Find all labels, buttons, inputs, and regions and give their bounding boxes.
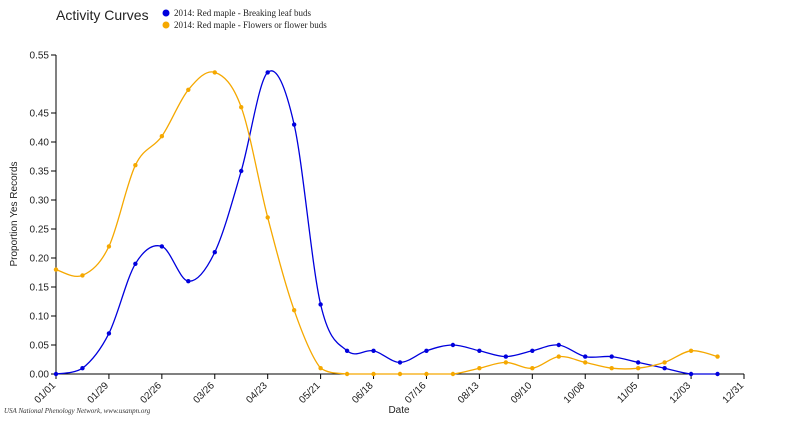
series-layer [53, 70, 720, 377]
data-point [133, 163, 138, 168]
data-point [477, 366, 482, 371]
data-point [556, 354, 561, 359]
data-point [397, 371, 403, 377]
data-point [662, 366, 667, 371]
x-tick-label: 01/01 [33, 380, 59, 406]
data-point [424, 371, 429, 377]
data-point [318, 302, 323, 307]
x-tick-label: 10/08 [562, 380, 588, 406]
data-point [503, 354, 509, 359]
data-point [106, 244, 112, 249]
data-point [503, 360, 509, 365]
x-tick-label: 12/03 [668, 380, 694, 406]
data-point [715, 371, 720, 377]
y-axis: 0.00 0.05 0.10 0.15 0.20 0.25 0.30 0.35 0.40 0.45… [30, 51, 57, 381]
y-tick-label: 0.00 [30, 370, 50, 381]
data-point [159, 134, 165, 139]
y-tick-label: 0.45 [30, 109, 50, 120]
x-axis-label: Date [388, 405, 410, 416]
series-0 [53, 70, 720, 377]
data-point [212, 250, 217, 255]
chart-title: Activity Curves [56, 7, 149, 23]
series-1 [53, 70, 720, 377]
x-axis: 01/01 01/29 02/26 03/26 04/23 05/21 06/18 07/16… [33, 373, 747, 406]
x-tick-label: 02/26 [138, 380, 164, 406]
data-point [239, 105, 244, 110]
data-point [53, 267, 59, 272]
data-point [106, 331, 112, 336]
data-point [635, 360, 641, 365]
data-point [159, 244, 165, 249]
data-point [80, 366, 85, 371]
data-point [556, 342, 561, 348]
y-tick-label: 0.55 [30, 51, 50, 62]
data-point [609, 366, 614, 371]
x-tick-label: 01/29 [86, 380, 112, 406]
x-tick-label: 11/05 [615, 380, 640, 405]
data-point [318, 366, 323, 371]
y-tick-label: 0.05 [30, 341, 50, 352]
data-point [688, 348, 694, 353]
data-point [291, 122, 297, 127]
data-point [133, 261, 138, 266]
series-line [55, 71, 718, 375]
x-tick-label: 12/31 [721, 380, 747, 406]
data-point [583, 360, 588, 365]
data-point [715, 354, 720, 359]
y-tick-label: 0.10 [30, 312, 50, 323]
data-point [530, 348, 535, 353]
y-tick-label: 0.40 [30, 138, 50, 149]
data-point [53, 371, 59, 377]
data-point [397, 360, 403, 365]
data-point [212, 70, 217, 75]
data-point [450, 371, 456, 377]
data-point [265, 70, 270, 75]
data-point [291, 308, 297, 313]
y-tick-label: 0.30 [30, 196, 50, 207]
data-point [186, 87, 191, 93]
data-point [344, 371, 350, 377]
x-tick-label: 06/18 [350, 380, 376, 406]
data-point [239, 168, 244, 174]
data-point [609, 354, 614, 359]
y-tick-label: 0.35 [30, 167, 50, 178]
data-point [583, 354, 588, 359]
legend-entry: 2014: Red maple - Breaking leaf buds [174, 8, 311, 18]
data-point [688, 371, 694, 377]
x-tick-label: 04/23 [244, 380, 270, 406]
x-tick-label: 05/21 [297, 380, 323, 406]
legend-entry: 2014: Red maple - Flowers or flower buds [174, 20, 327, 30]
legend: 2014: Red maple - Breaking leaf buds 2014… [162, 8, 327, 30]
legend-marker [162, 21, 170, 29]
credit-text: USA National Phenology Network, www.usan… [4, 407, 151, 415]
series-line [55, 70, 718, 375]
y-axis-label: Proportion Yes Records [9, 161, 20, 266]
data-point [477, 348, 482, 353]
data-point [80, 273, 85, 278]
data-point [424, 348, 429, 353]
data-point [530, 366, 535, 371]
data-point [265, 215, 270, 220]
data-point [662, 360, 667, 365]
y-tick-label: 0.20 [30, 254, 50, 265]
data-point [450, 342, 456, 348]
y-tick-label: 0.25 [30, 225, 50, 236]
x-tick-label: 09/10 [509, 380, 535, 406]
x-tick-label: 03/26 [191, 380, 217, 406]
data-point [371, 348, 376, 353]
data-point [635, 366, 641, 371]
x-tick-label: 08/13 [456, 380, 482, 406]
data-point [344, 348, 350, 353]
data-point [186, 279, 191, 284]
x-tick-label: 07/16 [403, 380, 429, 406]
data-point [371, 371, 376, 377]
y-tick-label: 0.15 [30, 283, 50, 294]
legend-marker [162, 9, 170, 17]
